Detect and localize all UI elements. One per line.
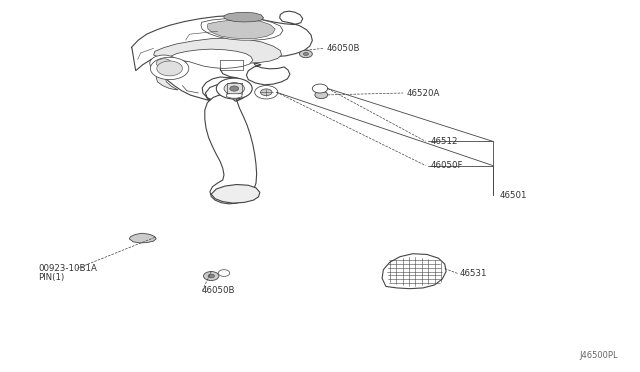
Polygon shape bbox=[207, 20, 275, 39]
Circle shape bbox=[300, 50, 312, 58]
Circle shape bbox=[156, 59, 172, 68]
Circle shape bbox=[303, 52, 308, 55]
Circle shape bbox=[150, 55, 178, 71]
Polygon shape bbox=[131, 11, 312, 105]
Polygon shape bbox=[129, 233, 156, 243]
Circle shape bbox=[150, 57, 189, 80]
Text: PIN(1): PIN(1) bbox=[38, 273, 65, 282]
Circle shape bbox=[312, 84, 328, 93]
Circle shape bbox=[315, 91, 328, 99]
Text: 46050F: 46050F bbox=[430, 161, 463, 170]
Text: 46512: 46512 bbox=[430, 137, 458, 146]
Polygon shape bbox=[211, 185, 260, 203]
Circle shape bbox=[216, 78, 252, 99]
Circle shape bbox=[218, 270, 230, 276]
Polygon shape bbox=[201, 18, 283, 40]
Circle shape bbox=[204, 272, 219, 280]
Text: 46520A: 46520A bbox=[406, 89, 440, 97]
Text: J46500PL: J46500PL bbox=[579, 351, 618, 360]
Polygon shape bbox=[154, 38, 282, 90]
Polygon shape bbox=[224, 12, 264, 22]
Text: 46531: 46531 bbox=[460, 269, 487, 278]
Circle shape bbox=[230, 86, 239, 91]
Circle shape bbox=[255, 86, 278, 99]
Polygon shape bbox=[205, 83, 257, 204]
Circle shape bbox=[157, 61, 182, 76]
Text: 46501: 46501 bbox=[499, 191, 527, 200]
Circle shape bbox=[260, 89, 272, 96]
Polygon shape bbox=[168, 49, 253, 68]
Polygon shape bbox=[227, 94, 242, 98]
Text: 00923-10B1A: 00923-10B1A bbox=[38, 264, 97, 273]
Circle shape bbox=[224, 83, 244, 94]
Circle shape bbox=[208, 274, 214, 278]
Text: 46050B: 46050B bbox=[202, 286, 235, 295]
Polygon shape bbox=[382, 254, 446, 289]
Text: 46050B: 46050B bbox=[326, 44, 360, 53]
